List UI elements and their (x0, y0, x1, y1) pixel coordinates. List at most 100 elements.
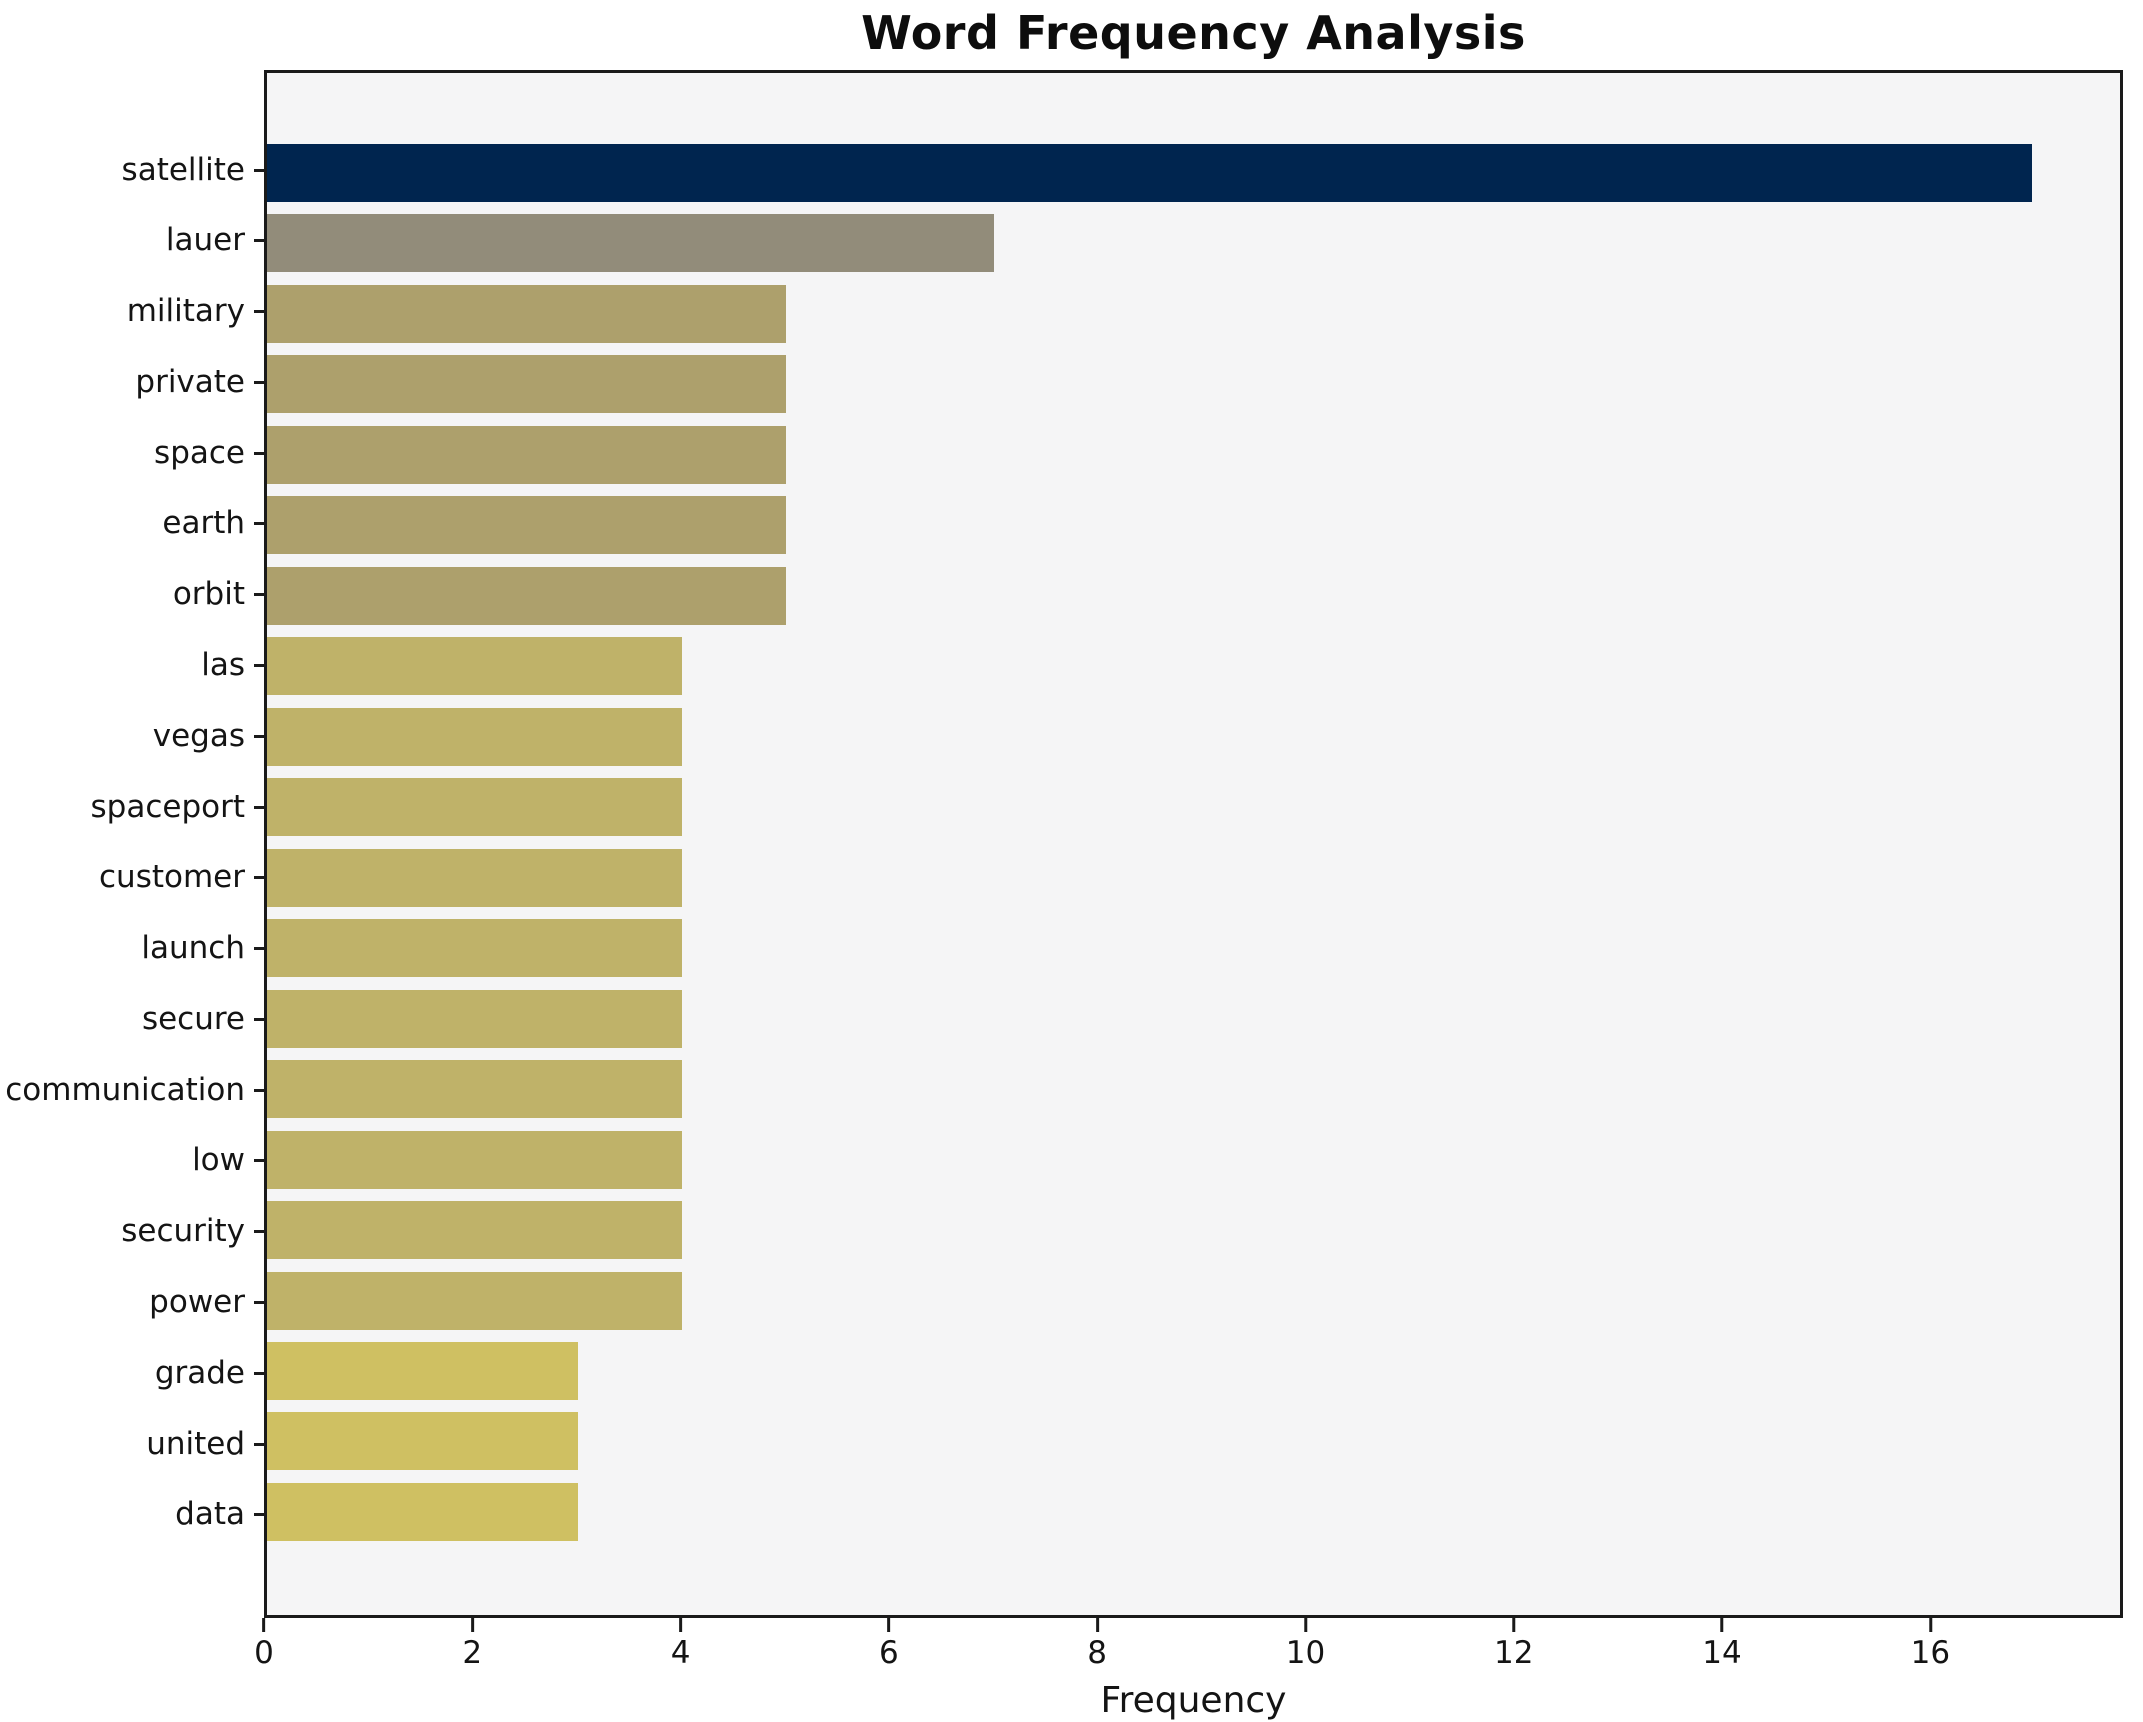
y-tick-label-communication: communication (5, 1071, 245, 1108)
x-tick-mark (262, 1618, 266, 1632)
y-tick-label-orbit: orbit (172, 576, 245, 613)
y-tick-label-earth: earth (162, 505, 245, 542)
x-tick-label: 8 (1087, 1635, 1108, 1671)
y-tick-mark (254, 1371, 264, 1375)
y-tick-row: las (0, 630, 264, 700)
y-tick-label-satellite: satellite (121, 151, 245, 188)
bar-row (267, 490, 2120, 560)
y-tick-label-low: low (192, 1142, 245, 1179)
bar-grade (267, 1341, 579, 1400)
bar-spaceport (267, 778, 683, 837)
y-tick-mark (254, 1088, 264, 1092)
bar-space (267, 425, 787, 484)
x-tick-mark (470, 1618, 474, 1632)
x-tick-mark (1303, 1618, 1307, 1632)
bar-row (267, 772, 2120, 842)
y-tick-mark (254, 1442, 264, 1446)
y-tick-mark (254, 1017, 264, 1021)
x-tick-6: 6 (879, 1618, 899, 1669)
bars-container (267, 73, 2120, 1615)
bar-row (267, 1266, 2120, 1336)
bar-private (267, 355, 787, 414)
x-tick-mark (1928, 1618, 1932, 1632)
x-tick-label: 2 (462, 1635, 483, 1671)
bar-low (267, 1130, 683, 1189)
y-tick-label-data: data (175, 1496, 245, 1533)
y-tick-label-private: private (135, 363, 245, 400)
bar-row (267, 913, 2120, 983)
x-tick-8: 8 (1087, 1618, 1107, 1669)
bar-las (267, 637, 683, 696)
y-tick-label-customer: customer (99, 859, 245, 896)
x-axis-title: Frequency (1100, 1680, 1287, 1721)
x-tick-label: 16 (1910, 1635, 1951, 1671)
bar-orbit (267, 566, 787, 625)
y-tick-row: communication (0, 1055, 264, 1125)
y-tick-mark (254, 310, 264, 314)
x-tick-label: 10 (1285, 1635, 1326, 1671)
x-tick-4: 4 (670, 1618, 691, 1671)
bar-row (267, 1125, 2120, 1195)
x-tick-label: 0 (254, 1635, 274, 1671)
bar-row (267, 984, 2120, 1054)
y-tick-label-secure: secure (141, 1000, 245, 1037)
y-tick-label-lauer: lauer (165, 222, 245, 259)
y-tick-mark (254, 805, 264, 809)
y-tick-row: data (0, 1480, 264, 1550)
y-tick-row: security (0, 1197, 264, 1267)
y-tick-mark (254, 593, 264, 597)
y-tick-label-security: security (121, 1213, 245, 1250)
y-tick-mark (254, 876, 264, 880)
bar-communication (267, 1060, 683, 1119)
bar-row (267, 1054, 2120, 1124)
y-tick-row: launch (0, 914, 264, 984)
bar-row (267, 843, 2120, 913)
bar-secure (267, 989, 683, 1048)
y-tick-label-united: united (146, 1425, 245, 1462)
x-tick-16: 16 (1911, 1618, 1950, 1669)
bar-vegas (267, 707, 683, 766)
y-tick-mark (254, 1301, 264, 1304)
y-tick-row: private (0, 347, 264, 417)
bar-military (267, 284, 787, 343)
x-tick-2: 2 (462, 1618, 482, 1669)
bar-satellite (267, 144, 2032, 202)
y-tick-label-power: power (149, 1284, 245, 1320)
x-tick-label: 4 (670, 1635, 691, 1671)
x-tick-label: 14 (1702, 1635, 1742, 1671)
y-tick-row: lauer (0, 206, 264, 276)
y-tick-row: satellite (0, 135, 264, 205)
bar-united (267, 1412, 579, 1471)
x-tick-0: 0 (254, 1618, 274, 1669)
bar-row (267, 138, 2120, 208)
bar-row (267, 561, 2120, 631)
x-tick-mark (1512, 1618, 1516, 1632)
bar-lauer (267, 214, 994, 273)
y-tick-row: spaceport (0, 772, 264, 842)
bar-row (267, 349, 2120, 419)
plot-area (264, 70, 2123, 1618)
y-tick-row: power (0, 1268, 264, 1338)
y-tick-mark (254, 947, 264, 951)
y-tick-label-spaceport: spaceport (90, 788, 246, 825)
y-tick-mark (254, 168, 264, 172)
y-tick-mark (254, 663, 264, 667)
y-tick-label-vegas: vegas (152, 717, 245, 754)
y-tick-mark (254, 734, 264, 738)
y-tick-label-space: space (154, 434, 245, 471)
y-tick-row: low (0, 1126, 264, 1196)
x-axis: 0 2 4 6 8 10 12 14 16 (254, 1618, 2123, 1698)
bar-row (267, 702, 2120, 772)
x-tick-10: 10 (1286, 1618, 1325, 1669)
bar-launch (267, 919, 683, 978)
bar-row (267, 631, 2120, 701)
y-tick-mark (254, 522, 264, 526)
y-tick-mark (254, 239, 264, 243)
x-tick-mark (1720, 1618, 1724, 1632)
y-tick-row: grade (0, 1338, 264, 1408)
y-tick-label-las: las (201, 646, 245, 683)
y-tick-row: vegas (0, 701, 264, 771)
x-tick-label: 12 (1494, 1635, 1534, 1671)
bar-row (267, 420, 2120, 490)
